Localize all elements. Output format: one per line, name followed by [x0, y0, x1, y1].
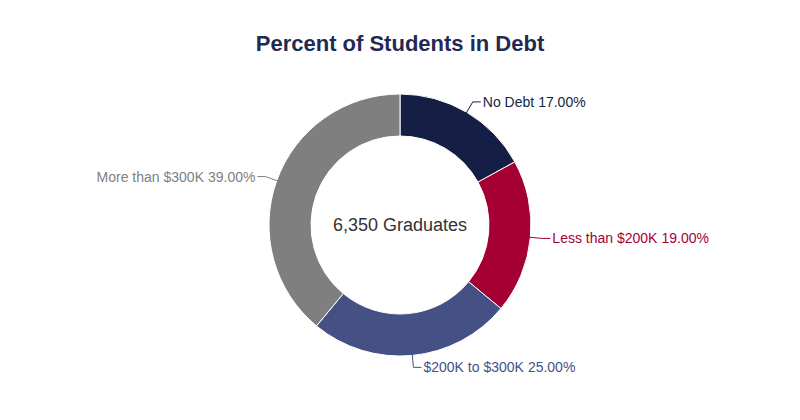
value-label: 39.00%	[208, 169, 255, 185]
slices	[269, 94, 531, 356]
value-label: 19.00%	[661, 230, 708, 246]
chart-container: Percent of Students in Debt No Debt17.00%…	[0, 0, 800, 420]
slice-label: Less than $200K19.00%	[552, 230, 709, 246]
category-label: $200K to $300K	[423, 359, 524, 375]
center-label: 6,350 Graduates	[333, 215, 467, 235]
slice-label: $200K to $300K25.00%	[423, 359, 575, 375]
leader-line	[528, 237, 550, 238]
value-label: 17.00%	[538, 94, 585, 110]
data-labels: No Debt17.00% Less than $200K19.00% $200K …	[97, 94, 709, 375]
chart-svg: Percent of Students in Debt No Debt17.00%…	[0, 0, 800, 420]
leader-line	[257, 177, 278, 182]
slice-label: No Debt17.00%	[483, 94, 586, 110]
slice	[316, 282, 500, 356]
leader-line	[412, 353, 421, 367]
leader-line	[466, 102, 481, 114]
value-label: 25.00%	[528, 359, 575, 375]
slice	[469, 162, 531, 309]
slice	[269, 94, 400, 326]
category-label: More than $300K	[97, 169, 205, 185]
category-label: No Debt	[483, 94, 534, 110]
chart-title: Percent of Students in Debt	[256, 31, 545, 56]
category-label: Less than $200K	[552, 230, 658, 246]
slice-label: More than $300K39.00%	[97, 169, 256, 185]
